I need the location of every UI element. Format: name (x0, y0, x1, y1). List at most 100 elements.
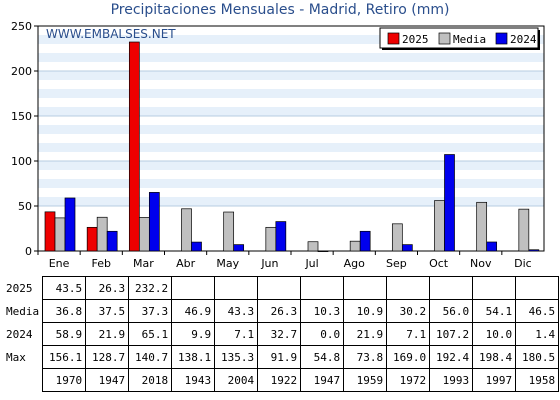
bar-2025 (128, 41, 140, 252)
table-cell: 180.5 (515, 345, 560, 369)
bars-layer (44, 41, 540, 252)
table-cell (515, 276, 560, 300)
table-cell: 58.9 (42, 322, 87, 346)
legend-label: Media (453, 33, 486, 46)
table-row: Max 156.1 128.7 140.7 138.1 135.3 91.9 54.8 73.8… (6, 345, 560, 369)
table-cell: 54.1 (472, 299, 517, 323)
legend-label: 2024 (510, 33, 537, 46)
bar-media (96, 216, 108, 252)
legend-swatch (438, 32, 451, 45)
table-cell: 26.3 (257, 299, 302, 323)
bar-2024 (233, 244, 245, 252)
bar-media (476, 201, 488, 252)
table-cell: 7.1 (386, 322, 431, 346)
table-cell: 1972 (386, 368, 431, 392)
table-cell: 1947 (300, 368, 345, 392)
table-cell: 10.3 (300, 299, 345, 323)
bar-media (391, 223, 403, 252)
bar-2024 (528, 249, 540, 252)
table-cell: 1947 (85, 368, 130, 392)
bar-2025 (44, 211, 56, 252)
table-cell: 135.3 (214, 345, 259, 369)
bar-media (434, 200, 445, 252)
table-row: 2025 43.5 26.3 232.2 (6, 276, 560, 300)
table-cell: 91.9 (257, 345, 302, 369)
table-cell: 10.0 (472, 322, 517, 346)
plot-background (38, 26, 544, 251)
x-axis: Ene Feb Mar Abr May Jun Jul Ago Sep Oct Nov Dic (37, 251, 532, 270)
table-cell (300, 276, 345, 300)
table-cell: 36.8 (42, 299, 87, 323)
table-cell: 65.1 (128, 322, 173, 346)
grid-band (38, 161, 544, 170)
legend-swatch (495, 32, 508, 45)
x-tick-label: Ene (49, 257, 70, 270)
y-tick-label: 250 (11, 20, 32, 33)
bar-2024 (64, 197, 76, 252)
table-cell (386, 276, 431, 300)
table-cell: 1958 (515, 368, 560, 392)
data-table: 2025 43.5 26.3 232.2 Media 36.8 37.5 37.3 46.9 43… (6, 276, 560, 392)
grid-band (38, 197, 544, 206)
legend-swatch (387, 32, 400, 45)
x-tick-label: May (216, 257, 239, 270)
x-tick-label: Oct (429, 257, 449, 270)
table-cell: 1997 (472, 368, 517, 392)
bar-media (349, 240, 361, 252)
table-cell: 1993 (429, 368, 474, 392)
table-cell (343, 276, 388, 300)
grid-band (38, 35, 544, 44)
x-tick-label: Ago (344, 257, 366, 270)
bar-media (265, 226, 277, 252)
table-cell: 156.1 (42, 345, 87, 369)
bar-2024 (317, 250, 329, 252)
table-cell: 232.2 (128, 276, 173, 300)
bar-2024 (486, 241, 498, 252)
grid-band (38, 89, 544, 98)
table-cell (472, 276, 517, 300)
row-label: 2025 (6, 281, 33, 295)
table-cell: 1922 (257, 368, 302, 392)
table-cell: 2018 (128, 368, 173, 392)
x-tick-label: Jun (260, 257, 278, 270)
table-cell: 21.9 (85, 322, 130, 346)
table-cell (214, 276, 259, 300)
bar-media (223, 211, 235, 252)
table-cell: 1.4 (515, 322, 560, 346)
chart-title: Precipitaciones Mensuales - Madrid, Reti… (110, 2, 450, 18)
table-cell: 2004 (214, 368, 259, 392)
table-cell: 21.9 (343, 322, 388, 346)
y-tick-label: 0 (25, 245, 32, 258)
bar-2024 (359, 230, 371, 252)
bar-2024 (106, 230, 118, 252)
grid-band (38, 53, 544, 62)
table-cell (429, 276, 474, 300)
table-cell: 169.0 (386, 345, 431, 369)
table-cell: 10.9 (343, 299, 388, 323)
row-label: Max (6, 350, 26, 364)
table-row: Media 36.8 37.5 37.3 46.9 43.3 26.3 10.3 10.9 30.… (6, 299, 560, 323)
bar-2025 (86, 226, 98, 252)
bar-media (138, 217, 150, 252)
bar-2024 (148, 192, 160, 252)
table-cell (171, 276, 216, 300)
table-cell: 43.5 (42, 276, 87, 300)
y-tick-label: 200 (11, 65, 32, 78)
table-row: 1970 1947 2018 1943 2004 1922 1947 1959 1972 1993… (6, 368, 560, 392)
table-cell: 198.4 (472, 345, 517, 369)
x-tick-label: Abr (176, 257, 196, 270)
x-tick-label: Feb (92, 257, 111, 270)
x-tick-label: Sep (386, 257, 407, 270)
table-cell: 1970 (42, 368, 87, 392)
y-tick-label: 50 (18, 200, 32, 213)
table-cell: 54.8 (300, 345, 345, 369)
row-label: 2024 (6, 327, 33, 341)
table-cell (257, 276, 302, 300)
table-cell: 1943 (171, 368, 216, 392)
bar-2024 (444, 154, 455, 252)
background-bands (38, 26, 544, 251)
y-tick-label: 100 (11, 155, 32, 168)
bar-media (181, 208, 192, 252)
legend-label: 2025 (402, 33, 429, 46)
table-cell: 9.9 (171, 322, 216, 346)
